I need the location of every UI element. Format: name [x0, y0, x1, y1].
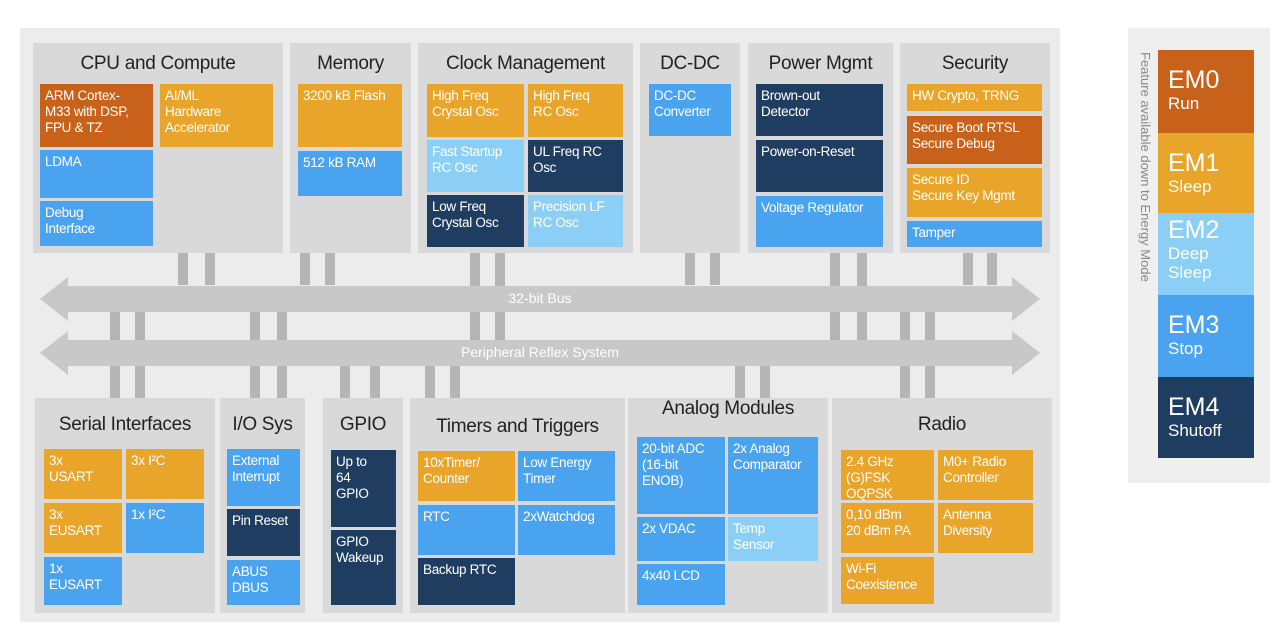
block-low-energy-timer: Low Energy Timer: [518, 451, 615, 501]
panel-title: GPIO: [339, 414, 387, 435]
block-brown-out-detector: Brown-out Detector: [756, 84, 883, 136]
bus-connector: [340, 353, 350, 398]
panel-title: Timers and Triggers: [436, 416, 599, 437]
block-ul-freq-rc-osc: UL Freq RC Osc: [528, 140, 623, 192]
panel-title: Memory: [317, 53, 384, 74]
bus-connector: [425, 353, 435, 398]
block-antenna-diversity: Antenna Diversity: [938, 503, 1033, 553]
block-precision-lf-rc-osc: Precision LF RC Osc: [528, 195, 623, 247]
block-2xwatchdog: 2xWatchdog: [518, 505, 615, 555]
energy-mode-em4: EM4 Shutoff: [1158, 377, 1254, 458]
bus-connector: [205, 253, 215, 285]
panel-title: Security: [941, 53, 1009, 74]
energy-mode-em3: EM3 Stop: [1158, 295, 1254, 377]
bus-connector: [760, 353, 770, 398]
block-1x-i-c: 1x I²C: [126, 503, 204, 553]
block-wi-fi-coexistence: Wi-Fi Coexistence: [841, 557, 934, 604]
peripheral-reflex-system-arrow: [40, 331, 1040, 375]
peripheral-reflex-system-label: Peripheral Reflex System: [461, 344, 619, 360]
block-diagram: 32-bit Bus Peripheral Reflex System CPU an…: [20, 28, 1060, 622]
block-secure-id-secure-key-mgmt: Secure ID Secure Key Mgmt: [907, 168, 1042, 217]
energy-mode-caption: Feature available down to Energy Mode: [1138, 52, 1153, 282]
block-tamper: Tamper: [907, 221, 1042, 247]
block-low-freq-crystal-osc: Low Freq Crystal Osc: [427, 195, 524, 247]
panel-title: Radio: [917, 414, 967, 435]
energy-mode-em0: EM0 Run: [1158, 50, 1254, 133]
energy-mode-label: EM1: [1168, 149, 1220, 177]
panel-title: Analog Modules: [661, 398, 795, 419]
bus-connector: [685, 253, 695, 285]
bus-connector: [710, 253, 720, 285]
panel-title: Power Mgmt: [768, 53, 873, 74]
block-backup-rtc: Backup RTC: [418, 558, 515, 605]
bus-connector: [987, 253, 997, 285]
block-ldma: LDMA: [40, 150, 153, 198]
block-high-freq-rc-osc: High Freq RC Osc: [528, 84, 623, 137]
energy-mode-label: EM4: [1168, 393, 1220, 421]
bus-32bit-arrow: [40, 277, 1040, 321]
block-10xtimer-counter: 10xTimer/ Counter: [418, 451, 515, 501]
block-external-interrupt: External Interrupt: [227, 449, 300, 506]
energy-mode-em2: EM2 Deep Sleep: [1158, 213, 1254, 295]
block-2x-vdac: 2x VDAC: [637, 517, 725, 561]
energy-mode-name: Shutoff: [1168, 421, 1222, 440]
energy-mode-label: EM2: [1168, 216, 1220, 244]
block-hw-crypto-trng: HW Crypto, TRNG: [907, 84, 1042, 111]
bus-connector: [178, 253, 188, 285]
block-power-on-reset: Power-on-Reset: [756, 140, 883, 192]
energy-mode-label: EM3: [1168, 311, 1220, 339]
energy-mode-name: Stop: [1168, 339, 1203, 358]
block-gpio-wakeup: GPIO Wakeup: [331, 530, 396, 605]
block-3x-usart: 3x USART: [44, 449, 122, 499]
bus-connector: [370, 353, 380, 398]
block-1x-eusart: 1x EUSART: [44, 557, 122, 605]
block-dc-dc-converter: DC-DC Converter: [649, 84, 731, 136]
energy-mode-name: Run: [1168, 94, 1200, 113]
panel-title: Clock Management: [446, 53, 605, 74]
block-rtc: RTC: [418, 505, 515, 555]
block-2x-analog-comparator: 2x Analog Comparator: [728, 437, 818, 514]
block-4x40-lcd: 4x40 LCD: [637, 564, 725, 605]
block-debug-interface: Debug Interface: [40, 201, 153, 246]
panel-dc-dc: DC-DC: [640, 43, 740, 253]
bus-32bit-label: 32-bit Bus: [508, 290, 572, 306]
energy-mode-name: Sleep: [1168, 177, 1212, 196]
panel-title: DC-DC: [660, 53, 720, 74]
block-3x-eusart: 3x EUSART: [44, 503, 122, 553]
bus-layer: [40, 253, 1040, 398]
block-3x-i-c: 3x I²C: [126, 449, 204, 499]
block-2-4-ghz-g-fsk-oqpsk: 2.4 GHz (G)FSK OQPSK: [841, 450, 934, 501]
block-up-to-64-gpio: Up to 64 GPIO: [331, 450, 396, 527]
block-pin-reset: Pin Reset: [227, 509, 300, 556]
bus-connector: [300, 253, 310, 285]
panel-memory: Memory: [290, 43, 411, 253]
block-high-freq-crystal-osc: High Freq Crystal Osc: [427, 84, 524, 137]
energy-mode-em1: EM1 Sleep: [1158, 133, 1254, 213]
bus-connector: [450, 353, 460, 398]
bus-connector: [963, 253, 973, 285]
block-abus-dbus: ABUS DBUS: [227, 560, 300, 605]
panel-title: I/O Sys: [232, 414, 293, 435]
bus-connector: [325, 253, 335, 285]
panel-title: CPU and Compute: [80, 53, 236, 74]
block-ai-ml-hardware-accelerator: AI/ML Hardware Accelerator: [160, 84, 273, 147]
block-arm-cortex-m33-with-dsp-fpu-tz: ARM Cortex- M33 with DSP, FPU & TZ: [40, 84, 153, 147]
block-fast-startup-rc-osc: Fast Startup RC Osc: [427, 140, 524, 192]
block-m0-radio-controller: M0+ Radio Controller: [938, 450, 1033, 500]
bus-connector: [735, 353, 745, 398]
block-secure-boot-rtsl-secure-debug: Secure Boot RTSL Secure Debug: [907, 116, 1042, 164]
block-20-bit-adc-16-bit-enob: 20-bit ADC (16-bit ENOB): [637, 437, 725, 514]
energy-mode-name: Deep Sleep: [1168, 244, 1212, 282]
block-temp-sensor: Temp Sensor: [728, 517, 818, 561]
block-0-10-dbm-20-dbm-pa: 0,10 dBm 20 dBm PA: [841, 503, 934, 553]
energy-mode-label: EM0: [1168, 66, 1220, 94]
block-3200-kb-flash: 3200 kB Flash: [298, 84, 402, 147]
block-512-kb-ram: 512 kB RAM: [298, 151, 402, 196]
block-voltage-regulator: Voltage Regulator: [756, 196, 883, 247]
panel-title: Serial Interfaces: [58, 414, 192, 435]
